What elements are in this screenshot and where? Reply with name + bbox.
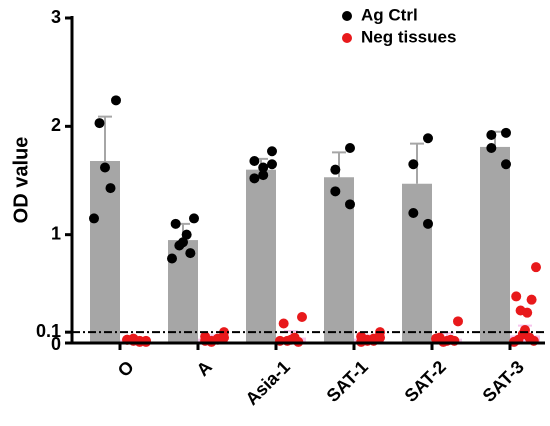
data-point [189,213,199,224]
data-point [267,159,277,170]
data-point [89,213,99,224]
bar [90,161,120,343]
data-point [185,248,196,259]
data-point [100,162,110,173]
legend-marker [342,33,352,43]
y-tick-label: 1 [51,223,61,243]
x-tick-label: Asia-1 [242,357,294,409]
data-point [531,262,541,273]
y-tick-label: 0 [51,334,61,354]
x-tick-label: SAT-3 [479,357,528,406]
bar [402,183,432,343]
data-point [522,307,533,318]
data-point [94,118,105,129]
legend-label: Ag Ctrl [361,5,418,24]
data-point [501,159,511,170]
error-bar [98,115,112,161]
legend-marker [342,11,352,21]
data-point [330,164,341,175]
data-point [431,333,441,344]
y-tick-label: 3 [51,7,61,27]
data-point [170,218,181,229]
data-point [219,332,229,343]
data-point [174,240,185,251]
data-point [423,133,433,144]
error-bar [332,151,346,178]
legend-label: Neg tissues [361,27,456,46]
data-point [408,159,419,170]
data-point [258,170,269,181]
y-tick-label: 2 [51,115,61,135]
data-point [408,208,419,218]
data-point [167,253,177,264]
data-point [486,143,497,153]
data-point [526,294,537,305]
y-tick-label: 0.1 [36,321,61,341]
data-point [249,156,260,166]
bar [246,169,276,343]
data-point [111,95,121,106]
data-point [181,229,192,240]
data-point [375,332,385,343]
data-point [297,312,307,322]
data-point [105,183,116,194]
data-point [486,130,497,140]
data-point [453,316,463,327]
data-point [258,162,269,173]
data-point [249,173,260,184]
data-point [501,127,511,138]
bar [480,146,510,343]
y-axis-label: OD value [10,137,32,224]
data-point [278,318,289,329]
data-point [423,218,433,229]
data-point [345,199,355,210]
x-tick-label: SAT-1 [323,357,372,406]
data-point [267,146,277,157]
data-point [330,186,341,197]
data-point [345,143,355,153]
data-point [511,291,522,302]
x-tick-label: O [114,357,138,381]
x-tick-label: A [193,357,216,380]
x-tick-label: SAT-2 [401,357,450,406]
